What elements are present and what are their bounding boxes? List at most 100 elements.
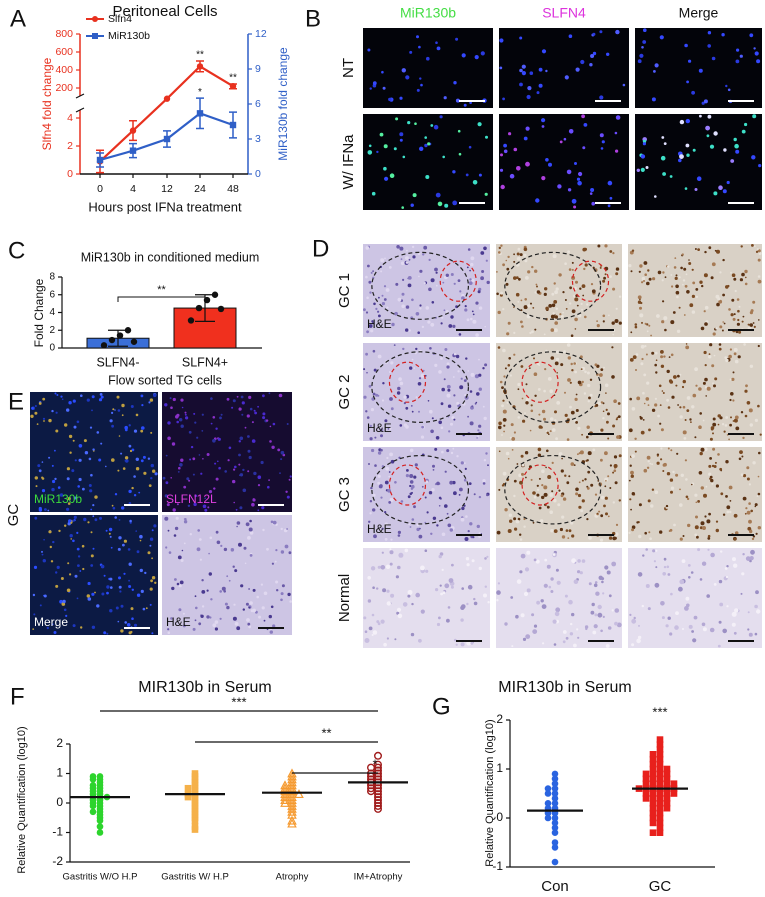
image-texture	[76, 597, 79, 600]
image-texture	[576, 177, 581, 181]
image-texture	[219, 617, 222, 620]
image-texture	[520, 299, 523, 302]
image-texture	[367, 48, 371, 52]
image-texture	[89, 489, 93, 493]
image-texture	[397, 534, 401, 537]
image-texture	[466, 266, 469, 269]
image-texture	[410, 632, 415, 637]
data-point	[656, 790, 664, 797]
image-texture	[368, 463, 370, 465]
image-texture	[457, 370, 460, 373]
image-texture	[201, 430, 204, 432]
image-texture	[482, 479, 486, 483]
image-texture	[683, 314, 686, 316]
image-texture	[545, 69, 548, 73]
image-texture	[235, 508, 238, 511]
image-texture	[366, 330, 369, 334]
image-texture	[252, 588, 256, 592]
image-texture	[703, 310, 706, 313]
image-texture	[144, 571, 147, 575]
image-texture	[428, 491, 433, 495]
image-texture	[581, 559, 586, 563]
image-texture	[72, 539, 75, 543]
image-texture	[405, 256, 409, 260]
image-texture	[567, 188, 572, 192]
image-texture	[502, 471, 507, 476]
image-texture	[111, 504, 114, 507]
image-texture	[128, 631, 132, 635]
image-texture	[704, 364, 707, 367]
image-texture	[502, 97, 505, 101]
image-texture	[238, 542, 242, 547]
image-texture	[733, 313, 736, 316]
image-texture	[142, 607, 146, 611]
image-texture	[699, 280, 703, 284]
image-texture	[108, 532, 111, 535]
image-texture	[472, 536, 475, 539]
image-texture	[566, 481, 570, 485]
image-texture	[565, 308, 568, 310]
image-texture	[365, 311, 369, 314]
image-texture	[597, 612, 603, 618]
image-texture	[407, 495, 411, 499]
image-texture	[710, 426, 715, 430]
image-texture	[484, 192, 488, 196]
image-texture	[558, 273, 562, 277]
y-tick-label: 1	[496, 761, 503, 775]
image-texture	[540, 426, 543, 429]
micrograph	[363, 447, 490, 542]
image-label: Merge	[34, 615, 68, 629]
image-texture	[379, 132, 384, 137]
image-texture	[581, 433, 583, 436]
image-texture	[718, 579, 723, 584]
image-texture	[427, 320, 431, 324]
image-texture	[722, 628, 727, 634]
image-texture	[655, 566, 658, 569]
image-texture	[434, 447, 438, 451]
image-texture	[441, 387, 446, 392]
image-texture	[469, 101, 472, 104]
image-texture	[121, 414, 124, 417]
image-texture	[551, 303, 556, 308]
image-texture	[469, 421, 474, 426]
image-texture	[707, 548, 710, 551]
image-texture	[471, 405, 474, 408]
image-texture	[553, 643, 557, 646]
image-texture	[193, 502, 197, 507]
image-texture	[123, 539, 127, 543]
image-texture	[42, 559, 46, 563]
image-texture	[457, 279, 461, 282]
image-texture	[662, 300, 665, 303]
image-texture	[636, 638, 641, 644]
image-texture	[515, 292, 520, 297]
image-texture	[96, 604, 100, 608]
image-texture	[702, 381, 706, 385]
outline	[504, 251, 602, 320]
image-texture	[633, 616, 636, 620]
image-texture	[162, 476, 166, 480]
x-tick-label: 4	[130, 183, 136, 195]
image-texture	[507, 529, 512, 533]
image-texture	[686, 290, 690, 294]
image-texture	[386, 601, 391, 606]
image-texture	[125, 459, 129, 463]
image-texture	[94, 591, 96, 594]
image-texture	[533, 372, 538, 377]
image-texture	[217, 437, 221, 441]
image-texture	[702, 526, 706, 530]
data-point	[649, 770, 657, 778]
image-texture	[43, 538, 45, 541]
image-texture	[112, 506, 116, 510]
y-tick-label: 600	[55, 46, 73, 58]
image-texture	[749, 33, 754, 38]
image-texture	[650, 334, 652, 337]
data-point	[287, 818, 297, 828]
micrograph	[496, 548, 622, 648]
image-texture	[135, 467, 140, 471]
image-texture	[712, 332, 716, 336]
image-texture	[743, 343, 746, 346]
image-texture	[581, 479, 584, 482]
image-texture	[594, 405, 597, 408]
image-texture	[173, 534, 177, 537]
image-texture	[570, 521, 574, 525]
